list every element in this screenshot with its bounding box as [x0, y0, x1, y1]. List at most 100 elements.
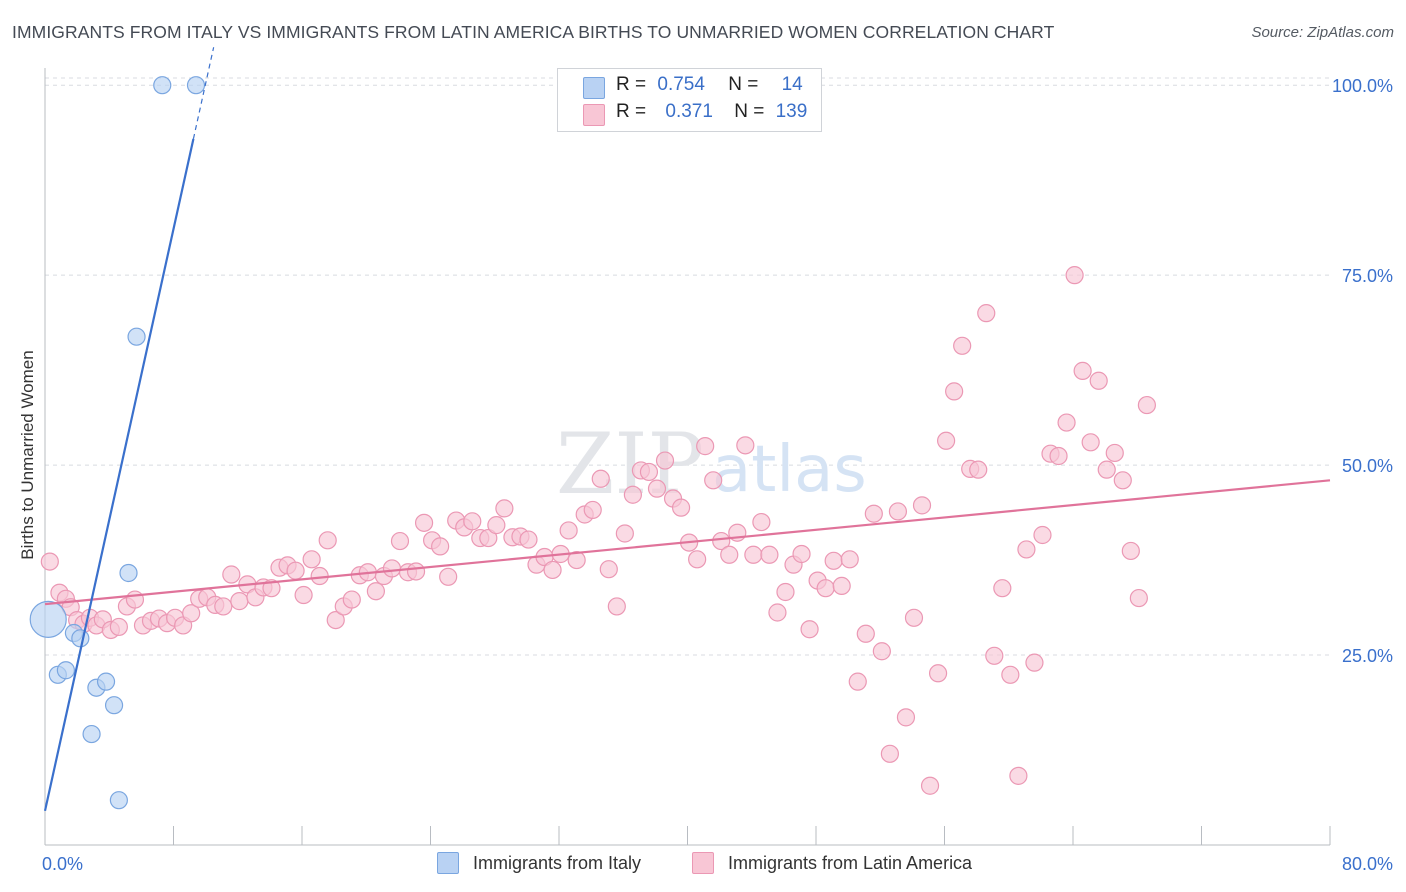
y-tick-label: 75.0% [1342, 266, 1393, 286]
latin-america-point [937, 431, 956, 450]
latin-america-point [888, 502, 908, 521]
x-tick-label-min: 0.0% [42, 854, 83, 874]
latin-america-point [222, 565, 241, 584]
latin-america-point [342, 590, 361, 609]
latin-america-point [848, 672, 867, 691]
latin-america-point [824, 551, 843, 570]
latin-america-point [1129, 588, 1148, 608]
chart-title: IMMIGRANTS FROM ITALY VS IMMIGRANTS FROM… [12, 22, 1055, 42]
italy-points [29, 76, 206, 810]
legend-label-latin: Immigrants from Latin America [728, 852, 973, 873]
latin-america-point [985, 646, 1004, 665]
latin-america-point [519, 530, 538, 549]
latin-america-point [872, 642, 891, 661]
latin-america-point [832, 576, 851, 596]
latin-america-point [969, 460, 988, 479]
legend-swatch-italy [583, 77, 605, 99]
latin-america-point [1049, 446, 1068, 466]
latin-america-point [945, 382, 964, 401]
stats-legend: R = 0.754 N = 14 R = 0.371 N = 139 [557, 68, 822, 132]
latin-america-point [1073, 361, 1092, 380]
latin-america-point [40, 552, 59, 571]
latin-america-point [671, 498, 691, 517]
y-tick-label: 100.0% [1332, 76, 1393, 96]
latin-america-point [567, 550, 586, 570]
legend-r-label: R = [616, 101, 647, 122]
latin-america-point [768, 603, 787, 622]
latin-america-point [696, 437, 715, 456]
italy-point [71, 629, 90, 648]
italy-point [29, 600, 67, 638]
italy-point [127, 327, 146, 346]
legend-n-label: N = [734, 101, 765, 122]
latin-america-point [1001, 665, 1020, 684]
latin-america-point [1105, 443, 1124, 463]
legend-italy-r: 0.754 [657, 74, 705, 95]
legend-item-italy: Immigrants from Italy [437, 852, 641, 874]
watermark: ZIP atlas [556, 415, 867, 513]
legend-item-latin: Immigrants from Latin America [692, 852, 972, 874]
latin-america-point [439, 567, 458, 586]
latin-america-point [125, 590, 145, 609]
latin-america-point [431, 537, 450, 556]
latin-america-point [1097, 460, 1116, 479]
italy-point [82, 724, 101, 744]
latin-america-point [382, 559, 402, 578]
latin-america-point [1025, 653, 1044, 672]
watermark-atlas: atlas [712, 433, 867, 507]
legend-r-label: R = [616, 74, 647, 95]
latin-america-point [109, 617, 128, 637]
latin-america-point [816, 579, 835, 598]
latin-america-point [760, 545, 779, 564]
latin-america-point [704, 471, 723, 490]
latin-america-point [479, 528, 498, 548]
latin-america-point [543, 560, 562, 580]
latin-america-point [1081, 433, 1100, 452]
legend-row-italy: R = 0.754 N = 14 [616, 74, 803, 96]
latin-america-point [744, 545, 763, 564]
latin-america-point [262, 579, 281, 598]
latin-america-point [1137, 395, 1156, 415]
latin-america-point [800, 620, 819, 639]
legend-swatch-latin [583, 104, 605, 126]
latin-america-point [495, 499, 514, 518]
latin-america-point [792, 544, 811, 564]
latin-america-trend-line [44, 479, 1331, 606]
italy-point [56, 661, 75, 680]
latin-america-point [599, 560, 618, 579]
series-legend: Immigrants from Italy Immigrants from La… [0, 852, 1406, 878]
latin-america-point [390, 531, 410, 551]
latin-america-point [736, 436, 755, 455]
latin-america-point [1009, 766, 1028, 785]
latin-america-point [864, 504, 883, 523]
latin-america-point [712, 531, 731, 551]
latin-america-point [993, 579, 1012, 598]
x-tick-label-max: 80.0% [1342, 854, 1393, 874]
latin-america-point [487, 516, 506, 535]
italy-point [109, 791, 128, 810]
latin-america-point [302, 550, 321, 569]
latin-america-point [294, 585, 313, 605]
italy-trend-line [43, 138, 195, 812]
italy-point [153, 76, 172, 95]
y-tick-label: 25.0% [1342, 646, 1393, 666]
latin-america-point [953, 336, 972, 355]
italy-point [186, 76, 206, 95]
latin-america-point [414, 513, 434, 532]
latin-america-points [40, 266, 1156, 795]
latin-america-point [406, 562, 426, 581]
trend-lines [43, 47, 1331, 812]
latin-america-point [214, 597, 233, 616]
latin-america-point [463, 512, 482, 531]
source-credit: Source: ZipAtlas.com [1251, 24, 1394, 41]
latin-america-point [655, 451, 675, 470]
latin-america-point [856, 624, 875, 643]
italy-trend-line-extension [192, 47, 215, 139]
italy-point [104, 696, 124, 715]
latin-america-point [1017, 540, 1036, 559]
latin-america-point [615, 524, 634, 543]
legend-swatch-italy [437, 852, 459, 874]
latin-america-point [559, 521, 578, 540]
latin-america-point [977, 304, 996, 323]
